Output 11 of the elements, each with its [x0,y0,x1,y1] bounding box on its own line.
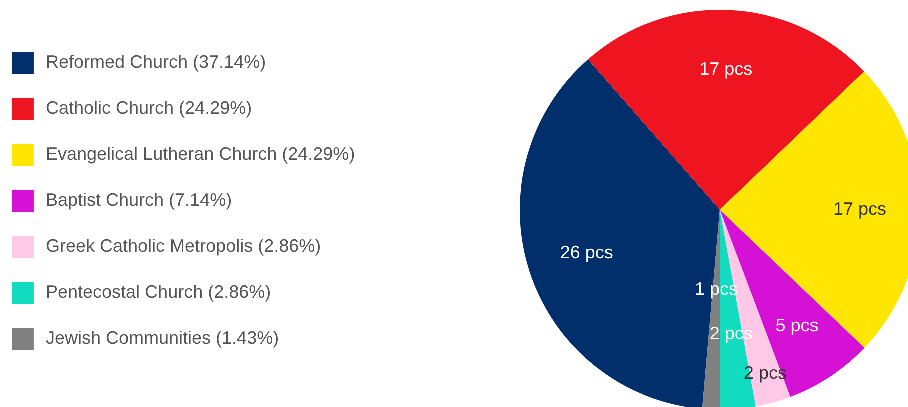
legend-label: Baptist Church (7.14%) [46,190,232,210]
legend-label: Jewish Communities (1.43%) [46,328,280,348]
legend-label: Catholic Church (24.29%) [46,98,252,118]
legend-label: Reformed Church (37.14%) [46,52,266,72]
legend-label: Evangelical Lutheran Church (24.29%) [46,144,356,164]
data-label: 17 pcs [700,59,753,80]
legend-label: Greek Catholic Metropolis (2.86%) [46,236,322,256]
legend-label: Pentecostal Church (2.86%) [46,282,272,302]
data-label: 5 pcs [776,316,819,336]
data-label: 17 pcs [833,198,887,219]
data-label: 26 pcs [560,242,614,262]
